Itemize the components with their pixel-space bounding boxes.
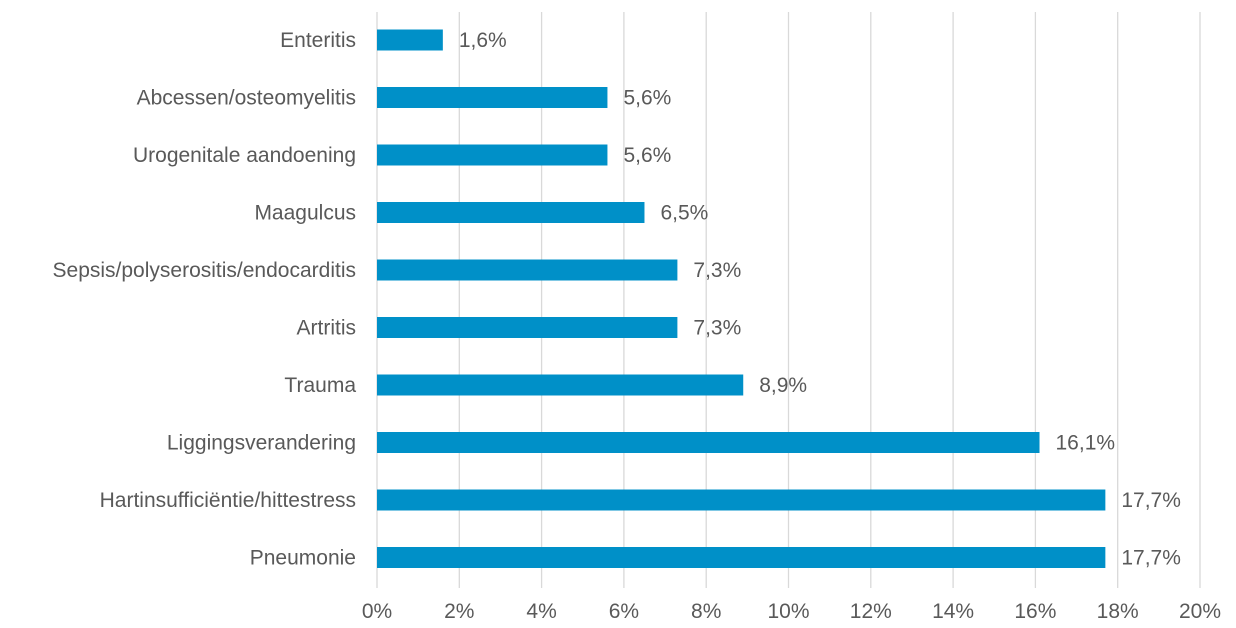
category-label-1: Abcessen/osteomyelitis bbox=[137, 87, 356, 110]
bar-4 bbox=[377, 259, 678, 281]
bar-1 bbox=[377, 87, 608, 108]
x-tick-label-4: 8% bbox=[691, 600, 721, 623]
data-label-2: 5,6% bbox=[623, 144, 671, 167]
x-tick-label-1: 2% bbox=[444, 600, 474, 623]
data-label-6: 8,9% bbox=[759, 374, 807, 397]
data-label-8: 17,7% bbox=[1121, 489, 1181, 512]
bar-3 bbox=[377, 202, 645, 223]
data-label-1: 5,6% bbox=[623, 87, 671, 110]
category-label-2: Urogenitale aandoening bbox=[133, 144, 356, 167]
x-tick-label-0: 0% bbox=[362, 600, 392, 623]
category-label-4: Sepsis/polyserositis/endocarditis bbox=[53, 259, 356, 282]
category-label-7: Liggingsverandering bbox=[167, 432, 356, 455]
bar-5 bbox=[377, 317, 678, 338]
data-label-3: 6,5% bbox=[660, 202, 708, 225]
data-label-0: 1,6% bbox=[459, 29, 507, 52]
x-tick-label-7: 14% bbox=[932, 600, 974, 623]
x-tick-label-6: 12% bbox=[850, 600, 892, 623]
bar-9 bbox=[377, 547, 1106, 568]
data-label-4: 7,3% bbox=[693, 259, 741, 282]
x-tick-label-3: 6% bbox=[609, 600, 639, 623]
x-tick-label-8: 16% bbox=[1014, 600, 1056, 623]
bar-8 bbox=[377, 489, 1106, 511]
category-label-9: Pneumonie bbox=[250, 547, 356, 570]
bar-6 bbox=[377, 374, 744, 396]
category-label-3: Maagulcus bbox=[254, 202, 356, 225]
x-tick-label-10: 20% bbox=[1179, 600, 1221, 623]
bar-7 bbox=[377, 432, 1040, 453]
bar-0 bbox=[377, 29, 443, 51]
data-label-7: 16,1% bbox=[1056, 432, 1116, 455]
category-label-5: Artritis bbox=[297, 317, 357, 340]
category-label-8: Hartinsufficiëntie/hittestress bbox=[100, 489, 356, 512]
x-tick-label-5: 10% bbox=[767, 600, 809, 623]
data-label-9: 17,7% bbox=[1121, 547, 1181, 570]
category-label-6: Trauma bbox=[284, 374, 356, 397]
data-label-5: 7,3% bbox=[693, 317, 741, 340]
x-tick-label-9: 18% bbox=[1097, 600, 1139, 623]
bar-2 bbox=[377, 144, 608, 166]
x-tick-label-2: 4% bbox=[526, 600, 556, 623]
category-label-0: Enteritis bbox=[280, 29, 356, 52]
